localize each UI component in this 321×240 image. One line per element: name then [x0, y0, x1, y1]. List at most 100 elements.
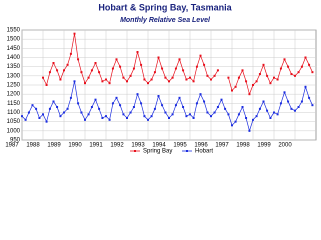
data-point [185, 115, 188, 118]
data-point [161, 67, 164, 70]
data-point [80, 71, 83, 74]
data-point [122, 76, 125, 79]
data-point [195, 102, 198, 105]
data-point [164, 111, 167, 114]
data-point [178, 96, 181, 99]
data-point [220, 98, 223, 101]
data-point [108, 118, 111, 121]
data-point [147, 82, 149, 85]
y-tick-label: 1000 [7, 128, 21, 134]
data-point [63, 111, 65, 114]
y-tick-label: 1500 [7, 37, 21, 43]
data-point [132, 106, 135, 108]
data-point [56, 106, 59, 108]
series-line [21, 81, 313, 133]
data-point [245, 80, 248, 83]
data-point [136, 93, 139, 96]
data-point [77, 58, 80, 61]
x-tick-label: 1999 [257, 143, 271, 149]
data-point [48, 107, 51, 110]
data-point [52, 62, 55, 64]
data-point [84, 118, 86, 121]
data-point [258, 73, 261, 75]
x-tick-label: 1990 [68, 143, 82, 149]
data-point [269, 82, 272, 85]
data-point [140, 63, 143, 66]
data-point [178, 58, 181, 61]
data-point [52, 100, 55, 103]
data-point [42, 76, 44, 79]
data-point [59, 115, 62, 118]
data-point [171, 76, 174, 79]
data-point [266, 109, 269, 112]
data-point [213, 74, 216, 77]
data-point [90, 106, 93, 108]
data-point [237, 113, 240, 116]
data-point [304, 85, 307, 88]
data-point [48, 71, 51, 74]
data-point [101, 80, 104, 83]
data-point [21, 115, 23, 118]
data-point [161, 104, 164, 107]
data-point [115, 58, 118, 61]
data-point [308, 96, 311, 99]
data-point [300, 100, 303, 103]
data-point [234, 85, 237, 88]
data-point [287, 100, 290, 103]
data-point [258, 107, 261, 110]
x-tick-label: 1987 [5, 143, 19, 149]
data-point [174, 104, 177, 107]
data-point [276, 113, 279, 116]
y-tick-label: 950 [10, 138, 21, 144]
data-point [101, 117, 104, 119]
data-point [241, 106, 244, 108]
data-point [248, 129, 251, 132]
data-point [273, 76, 275, 79]
data-point [140, 102, 143, 105]
data-point [294, 109, 296, 112]
data-point [276, 78, 279, 81]
data-point [308, 63, 311, 66]
legend: Spring Bay Hobart [130, 149, 213, 155]
data-point [111, 102, 114, 105]
data-point [294, 74, 296, 77]
data-point [129, 111, 132, 114]
y-tick-label: 1100 [7, 110, 21, 116]
x-tick-label: 1993 [131, 143, 145, 149]
data-point [262, 63, 265, 66]
data-point [69, 52, 72, 55]
y-tick-label: 1400 [7, 55, 21, 61]
data-point [199, 54, 202, 57]
data-point [59, 78, 62, 81]
data-point [69, 96, 72, 99]
data-point [56, 69, 59, 72]
data-point [98, 71, 101, 74]
data-point [206, 111, 209, 114]
data-point [290, 107, 293, 110]
data-point [24, 118, 27, 121]
data-point [192, 117, 195, 119]
chart-title: Hobart & Spring Bay, Tasmania [98, 2, 232, 12]
data-point [150, 78, 153, 81]
data-point [126, 117, 128, 119]
data-point [174, 67, 177, 70]
data-point [38, 117, 41, 119]
data-point [143, 115, 146, 118]
data-point [231, 124, 233, 127]
data-point [45, 120, 48, 123]
data-point [203, 63, 206, 66]
x-tick-label: 1994 [152, 143, 166, 149]
data-point [269, 117, 272, 119]
data-point [189, 76, 191, 79]
data-point [252, 118, 254, 121]
data-point [241, 69, 244, 72]
data-point [63, 69, 65, 72]
data-point [98, 107, 101, 110]
data-point [262, 100, 265, 103]
grid: 950 1000 1050 1100 1150 1200 1250 1300 1350 1400 1… [5, 28, 317, 149]
data-point [119, 104, 122, 107]
data-point [42, 113, 44, 116]
y-tick-label: 1450 [7, 46, 21, 52]
data-point [199, 93, 202, 96]
data-point [126, 80, 128, 83]
